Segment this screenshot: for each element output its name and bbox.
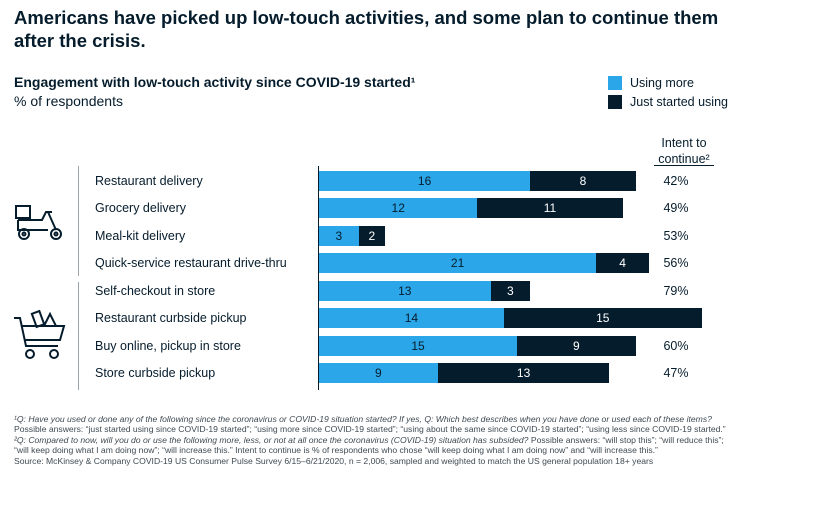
bar-just-started: 11 (477, 198, 623, 218)
bar-using-more: 3 (319, 226, 359, 246)
bar-value-label: 15 (596, 311, 610, 325)
category-label: Restaurant delivery (95, 174, 203, 188)
footnote-source: Source: McKinsey & Company COVID-19 US C… (14, 455, 654, 466)
bar-using-more: 16 (319, 171, 531, 191)
category-label: Store curbside pickup (95, 366, 216, 380)
category-label: Restaurant curbside pickup (95, 311, 247, 325)
bar-value-label: 2 (368, 229, 376, 243)
intent-value: 53% (663, 229, 689, 243)
legend-label-using-more: Using more (630, 76, 694, 90)
bar-value-label: 12 (391, 201, 405, 215)
intent-value: 79% (663, 284, 689, 298)
headline: Americans have picked up low-touch activ… (14, 7, 719, 51)
bar-using-more: 13 (319, 281, 491, 301)
intent-value: 42% (663, 174, 689, 188)
category-label: Quick-service restaurant drive-thru (95, 256, 287, 270)
bar-using-more: 9 (319, 363, 438, 383)
bar-value-label: 16 (417, 174, 432, 188)
bar-value-label: 9 (573, 339, 580, 353)
footnote-1-question: ¹Q: Have you used or done any of the fol… (14, 414, 712, 424)
bar-value-label: 8 (579, 174, 587, 188)
bar-value-label: 3 (507, 284, 514, 298)
bar-value-label: 11 (543, 201, 557, 215)
intent-header-line-2: continue² (658, 152, 710, 166)
legend-item-just-started: Just started using (608, 95, 728, 109)
bar-value-label: 14 (404, 311, 419, 325)
footnote-1-answers: Possible answers: “just started using si… (14, 424, 726, 435)
legend-swatch-just-started (608, 95, 622, 109)
bar-using-more: 14 (319, 308, 504, 328)
intent-value: 56% (663, 256, 689, 270)
bar-just-started: 3 (490, 281, 531, 301)
footnote-2-question: ²Q: Compared to now, will you do or use … (14, 434, 529, 445)
delivery-scooter-icon (12, 200, 68, 251)
bar-value-label: 9 (375, 366, 382, 380)
footnote-2: ²Q: Compared to now, will you do or use … (14, 435, 734, 456)
shopping-basket-icon (12, 308, 68, 367)
footnote-2-answers: Possible answers: “will stop this”; “wil… (14, 434, 724, 456)
bar-using-more: 12 (319, 198, 478, 218)
bar-value-label: 13 (398, 284, 412, 298)
intent-value: 49% (663, 201, 689, 215)
category-label: Buy online, pickup in store (95, 339, 241, 353)
intent-value: 39% (663, 311, 689, 325)
bar-value-label: 13 (516, 366, 531, 380)
legend-swatch-using-more (608, 76, 622, 90)
intent-header-underline (654, 165, 714, 166)
bar-value-label: 3 (335, 229, 343, 243)
group-divider-in-store (78, 282, 79, 390)
group-divider-delivery (78, 166, 79, 276)
bar-just-started: 8 (530, 171, 636, 191)
bar-just-started: 2 (358, 226, 385, 246)
legend-item-using-more: Using more (608, 76, 694, 90)
bar-just-started: 4 (596, 253, 649, 273)
chart-subtitle: % of respondents (14, 93, 123, 109)
bar-value-label: 15 (411, 339, 425, 353)
intent-value: 47% (663, 366, 689, 380)
axis-line (318, 166, 319, 390)
bar-just-started: 15 (503, 308, 702, 328)
intent-header: Intent to continue² (636, 135, 732, 167)
bar-value-label: 21 (450, 256, 465, 270)
bar-using-more: 21 (319, 253, 597, 273)
intent-header-line-1: Intent to (661, 136, 707, 150)
legend-label-just-started: Just started using (630, 95, 728, 109)
footnotes: ¹Q: Have you used or done any of the fol… (14, 414, 734, 466)
intent-value: 60% (663, 339, 689, 353)
bar-using-more: 15 (319, 336, 517, 356)
category-label: Grocery delivery (95, 201, 186, 215)
footnote-1: ¹Q: Have you used or done any of the fol… (14, 414, 734, 435)
bar-just-started: 13 (437, 363, 610, 383)
bar-just-started: 9 (517, 336, 636, 356)
chart-title: Engagement with low-touch activity since… (14, 74, 416, 90)
category-label: Self-checkout in store (95, 284, 216, 298)
category-label: Meal-kit delivery (95, 229, 186, 243)
bar-value-label: 4 (619, 256, 626, 270)
